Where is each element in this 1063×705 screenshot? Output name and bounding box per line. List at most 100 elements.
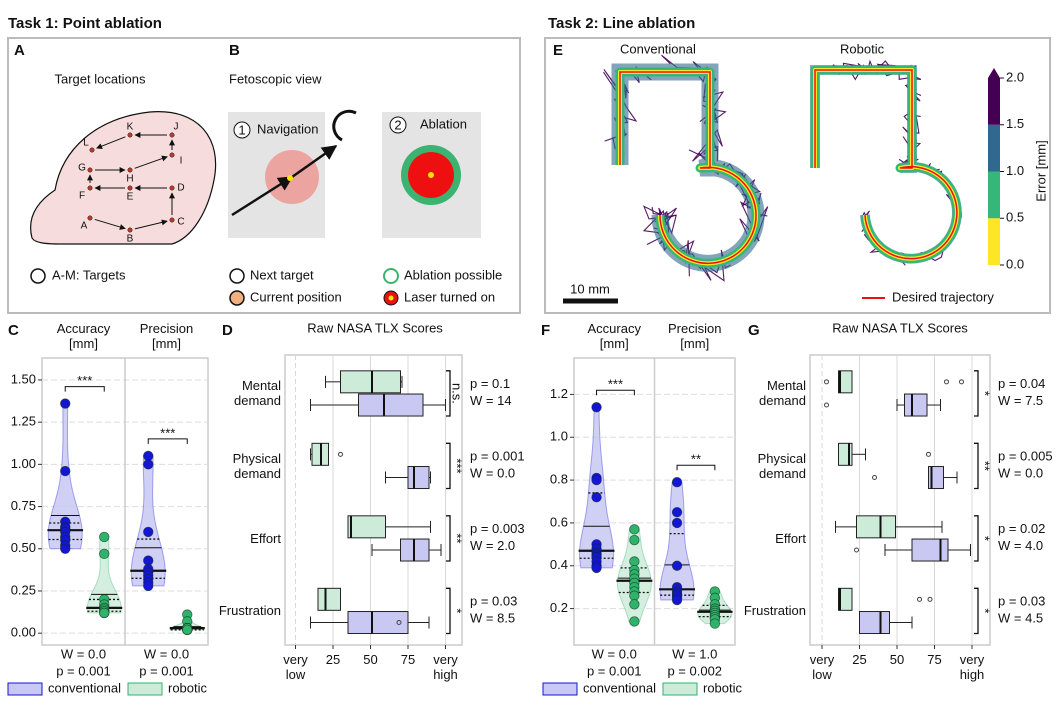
panel-letter: C [8, 322, 19, 339]
arrow [231, 175, 294, 217]
colorbar-tick-label: 1.5 [1006, 116, 1024, 131]
stat-label: W = 14 [470, 393, 512, 408]
y-tick-label: 1.25 [11, 414, 36, 429]
data-point [143, 526, 154, 538]
step-label: Ablation [420, 116, 467, 131]
legend-marker [383, 268, 399, 284]
stat-label: p = 0.03 [998, 593, 1045, 608]
legend-label: Desired trajectory [892, 289, 994, 304]
target-dot [127, 167, 133, 173]
legend-label: Next target [250, 267, 314, 282]
stat-label: p = 0.04 [998, 376, 1045, 391]
x-tick-label: 25 [325, 652, 341, 667]
significance-bracket [974, 370, 979, 417]
target-label: H [126, 174, 133, 185]
target-label: I [180, 156, 183, 167]
target-path [134, 219, 168, 230]
target-label: E [127, 192, 134, 203]
outlier [396, 620, 402, 626]
legend-label: Current position [250, 289, 342, 304]
panel-letter: E [553, 42, 563, 59]
colorbar-bin [988, 124, 1000, 172]
outlier [824, 379, 829, 385]
box [407, 466, 430, 490]
stat-label: W = 7.5 [998, 393, 1043, 408]
significance-bracket [446, 370, 451, 417]
plot-area [809, 354, 991, 646]
scale-label: 10 mm [570, 281, 610, 296]
x-tick-label: 25 [852, 652, 867, 667]
significance-label: ** [450, 533, 465, 543]
significance-label: *** [608, 377, 623, 392]
target-dot [127, 185, 133, 191]
target-dot [169, 217, 175, 223]
target-label: G [78, 163, 86, 174]
category-label: Frustration [743, 603, 806, 619]
legend-swatch [7, 682, 43, 696]
y-tick-label: 1.2 [550, 386, 568, 401]
significance-label: * [450, 608, 465, 613]
stat-label: p = 0.02 [998, 521, 1045, 536]
panel-frame [544, 37, 1051, 314]
target-dot [169, 152, 175, 158]
data-point [629, 599, 640, 610]
outlier [872, 475, 877, 481]
x-tick-label: very low [283, 652, 308, 682]
data-point [591, 492, 602, 503]
x-tick-label: 50 [363, 652, 378, 667]
data-point [591, 562, 602, 574]
chart-title: Raw NASA TLX Scores [832, 320, 968, 335]
step-label: Navigation [257, 121, 318, 136]
panel-letter: D [222, 322, 233, 339]
group-label: Accuracy [mm] [56, 321, 111, 351]
y-tick-label: 0.50 [11, 540, 36, 555]
legend-label: conventional [48, 680, 121, 695]
stat-label: p = 0.001 [587, 663, 642, 678]
legend-marker [388, 295, 394, 301]
stat-label: W = 4.0 [998, 538, 1043, 553]
significance-bracket [974, 587, 979, 635]
box [347, 611, 409, 635]
step-number: 2 [394, 117, 401, 132]
colorbar-extension [988, 68, 1000, 78]
outlier [854, 547, 859, 553]
desired-trajectory [814, 69, 958, 260]
significance-bracket [974, 442, 979, 490]
target-path [96, 136, 126, 149]
box [856, 515, 896, 539]
x-tick-label: 75 [400, 652, 416, 667]
target-label: A [81, 221, 88, 232]
data-point [99, 607, 110, 619]
x-tick-label: very high [433, 652, 458, 682]
step-badge [233, 121, 251, 139]
colorbar-bin [988, 171, 1000, 219]
significance-label: ** [691, 452, 701, 467]
stat-label: W = 0.0 [470, 465, 515, 480]
y-tick-label: 1.0 [550, 429, 568, 444]
box [317, 587, 341, 611]
y-tick-label: 0.4 [550, 557, 568, 572]
data-point [591, 402, 602, 413]
panel-letter: B [229, 42, 240, 59]
significance-bracket [147, 438, 188, 444]
x-tick-label: very low [809, 652, 835, 682]
stat-label: W = 0.0 [144, 646, 189, 661]
category-label: Mental demand [759, 378, 806, 409]
target-label: F [79, 191, 85, 202]
panel-title: Fetoscopic view [229, 71, 322, 86]
target-dot [127, 227, 133, 233]
data-point [99, 531, 110, 543]
legend-label: conventional [583, 680, 656, 695]
box [838, 587, 853, 611]
significance-label: *** [450, 458, 465, 473]
significance-bracket [446, 442, 451, 490]
data-point [629, 556, 640, 567]
significance-bracket [596, 389, 635, 396]
colorbar-tick-label: 0.0 [1006, 256, 1024, 271]
target-dot [169, 185, 175, 191]
stat-label: p = 0.1 [470, 376, 510, 391]
legend-label: Ablation possible [404, 267, 502, 282]
stat-label: p = 0.003 [470, 521, 525, 536]
y-tick-label: 0.75 [11, 498, 36, 513]
